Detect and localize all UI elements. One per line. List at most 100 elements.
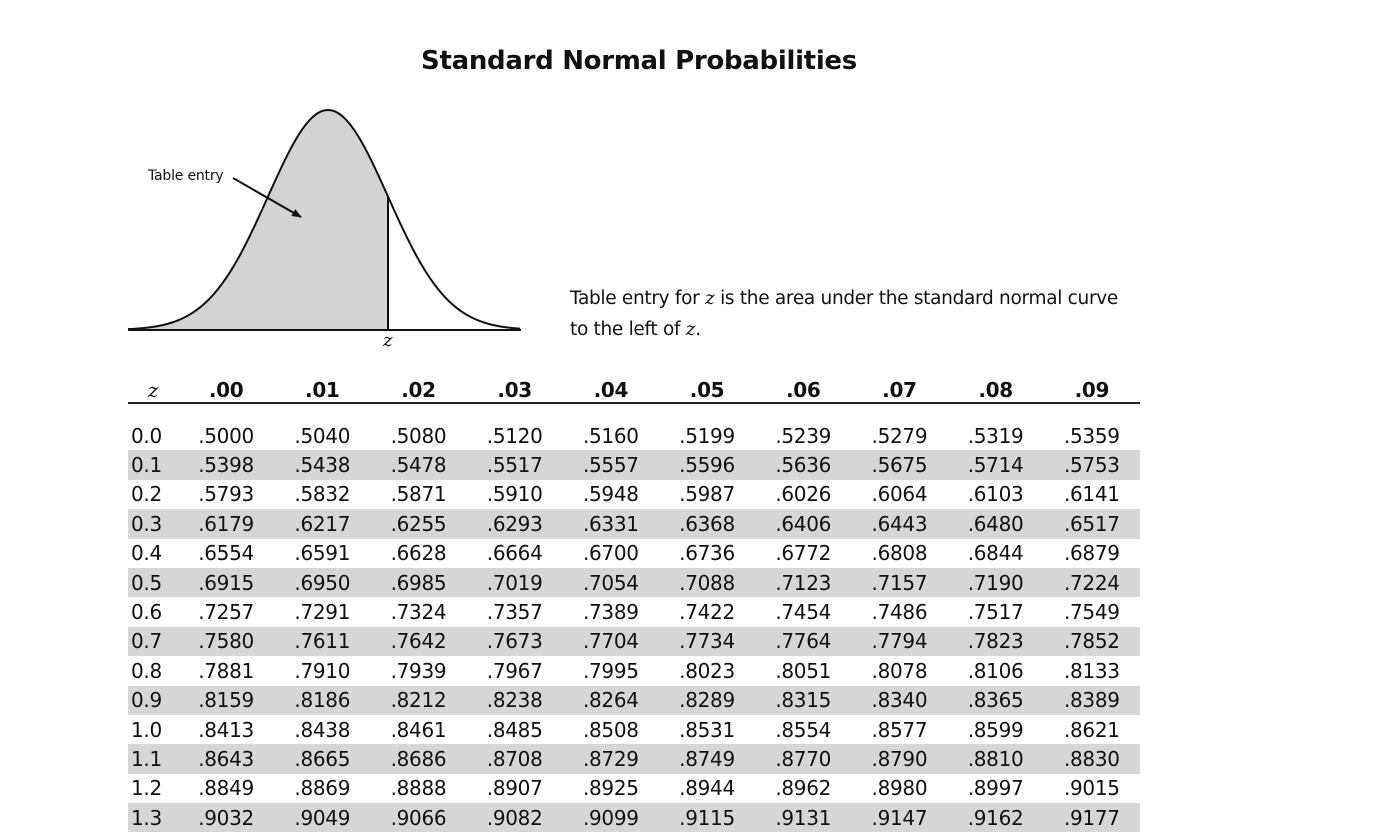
table-row: 0.4 .6554 .6591 .6628 .6664 .6700 .6736 .6772 .6… (128, 539, 1140, 568)
z-value-cell: 0.1 (128, 450, 178, 480)
z-value-cell: 0.9 (128, 685, 178, 715)
probability-cell: .6554 (198, 541, 254, 566)
probability-cell: .8729 (562, 744, 659, 774)
entry-arrow (232, 177, 302, 218)
probability-table: z .00.01.02.03.04.05.06.07.08.09 0.0 .500… (128, 372, 1140, 832)
probability-cell: .9049 (274, 803, 371, 832)
bell-curve (127, 108, 521, 331)
probability-cell: .5319 (967, 423, 1024, 448)
probability-cell: .7291 (294, 600, 351, 625)
probability-cell: .5948 (582, 482, 639, 507)
probability-cell: .5517 (466, 450, 563, 480)
probability-cell: .6808 (871, 541, 928, 566)
probability-cell: .9015 (1063, 776, 1120, 801)
probability-cell: .5080 (390, 423, 447, 448)
probability-cell: .5557 (562, 450, 659, 480)
probability-cell: .5160 (582, 423, 639, 448)
probability-cell: .5359 (1063, 423, 1120, 448)
probability-cell: .8907 (486, 776, 543, 801)
z-value-cell: 1.0 (131, 717, 162, 742)
probability-cell: .6331 (562, 509, 659, 539)
probability-cell: .7454 (775, 600, 832, 625)
probability-cell: .8925 (582, 776, 639, 801)
probability-cell: .7224 (1043, 567, 1140, 598)
probability-cell: .5398 (178, 450, 275, 480)
z-value-cell: 0.7 (128, 626, 178, 657)
probability-cell: .5987 (679, 482, 735, 507)
probability-cell: .8023 (679, 658, 735, 683)
probability-cell: .8749 (658, 744, 756, 774)
probability-cell: .7881 (198, 658, 254, 683)
probability-cell: .7995 (582, 658, 639, 683)
column-header: .09 (1043, 372, 1140, 404)
probability-cell: .7157 (851, 567, 948, 598)
probability-cell: .8810 (947, 744, 1044, 774)
probability-cell: .8830 (1043, 744, 1140, 774)
probability-cell: .7704 (562, 626, 659, 657)
table-row: 1.0 .8413 .8438 .8461 .8485 .8508 .8531 .8554 .8… (128, 715, 1140, 744)
probability-cell: .6103 (967, 482, 1024, 507)
probability-cell: .8665 (274, 744, 371, 774)
probability-cell: .6879 (1063, 541, 1120, 566)
probability-cell: .5000 (198, 423, 254, 448)
probability-cell: .6517 (1043, 509, 1140, 539)
table-row: 0.0 .5000 .5040 .5080 .5120 .5160 .5199 .5239 .5… (128, 421, 1140, 450)
probability-cell: .8078 (871, 658, 928, 683)
probability-cell: .6141 (1063, 482, 1120, 507)
probability-cell: .5636 (755, 450, 852, 480)
column-header: .01 (274, 372, 371, 404)
probability-cell: .6255 (370, 509, 467, 539)
probability-cell: .8770 (755, 744, 852, 774)
probability-cell: .8315 (755, 685, 852, 715)
probability-cell: .5675 (851, 450, 948, 480)
probability-cell: .6664 (486, 541, 543, 566)
probability-cell: .7123 (755, 567, 852, 598)
probability-cell: .8708 (466, 744, 563, 774)
probability-cell: .7422 (679, 600, 735, 625)
probability-cell: .5910 (486, 482, 543, 507)
probability-cell: .8365 (947, 685, 1044, 715)
probability-cell: .7642 (370, 626, 467, 657)
probability-cell: .6480 (947, 509, 1044, 539)
probability-cell: .6026 (775, 482, 832, 507)
probability-cell: .8438 (294, 717, 351, 742)
table-row: 0.6 .7257 .7291 .7324 .7357 .7389 .7422 .7454 .7… (128, 597, 1140, 626)
table-caption: Table entry for z is the area under the … (570, 283, 1170, 345)
probability-cell: .5753 (1043, 450, 1140, 480)
probability-cell: .8106 (967, 658, 1024, 683)
z-value-cell: 0.2 (131, 482, 162, 507)
probability-cell: .5040 (294, 423, 351, 448)
z-value-cell: 0.3 (128, 509, 178, 539)
probability-cell: .9032 (178, 803, 275, 832)
probability-cell: .6700 (582, 541, 639, 566)
probability-cell: .8289 (658, 685, 756, 715)
table-row: 1.1.8643.8665.8686.8708.8729.8749.8770.8… (128, 744, 1140, 774)
probability-cell: .8944 (679, 776, 735, 801)
probability-cell: .8340 (851, 685, 948, 715)
caption-line-1: Table entry for z is the area under the … (570, 288, 1118, 309)
probability-cell: .8238 (466, 685, 563, 715)
probability-cell: .8212 (370, 685, 467, 715)
table-row: 0.5.6915.6950.6985.7019.7054.7088.7123.7… (128, 567, 1140, 598)
probability-cell: .9066 (370, 803, 467, 832)
probability-cell: .8643 (178, 744, 275, 774)
z-value-cell: 0.8 (131, 658, 162, 683)
probability-cell: .6915 (178, 567, 275, 598)
probability-cell: .7939 (390, 658, 447, 683)
probability-cell: .8888 (390, 776, 447, 801)
table-header-row: z .00.01.02.03.04.05.06.07.08.09 (128, 372, 1140, 404)
probability-cell: .7517 (967, 600, 1024, 625)
column-header: .00 (178, 372, 275, 404)
probability-cell: .8577 (871, 717, 928, 742)
probability-cell: .8508 (582, 717, 639, 742)
probability-cell: .8133 (1063, 658, 1120, 683)
probability-cell: .5793 (198, 482, 254, 507)
probability-cell: .9177 (1043, 803, 1140, 832)
probability-cell: .7389 (582, 600, 639, 625)
probability-cell: .6591 (294, 541, 351, 566)
probability-cell: .7324 (390, 600, 447, 625)
z-value-cell: 0.6 (131, 600, 162, 625)
probability-cell: .8051 (775, 658, 832, 683)
probability-cell: .6736 (679, 541, 735, 566)
caption-line-2: to the left of z. (570, 319, 701, 340)
